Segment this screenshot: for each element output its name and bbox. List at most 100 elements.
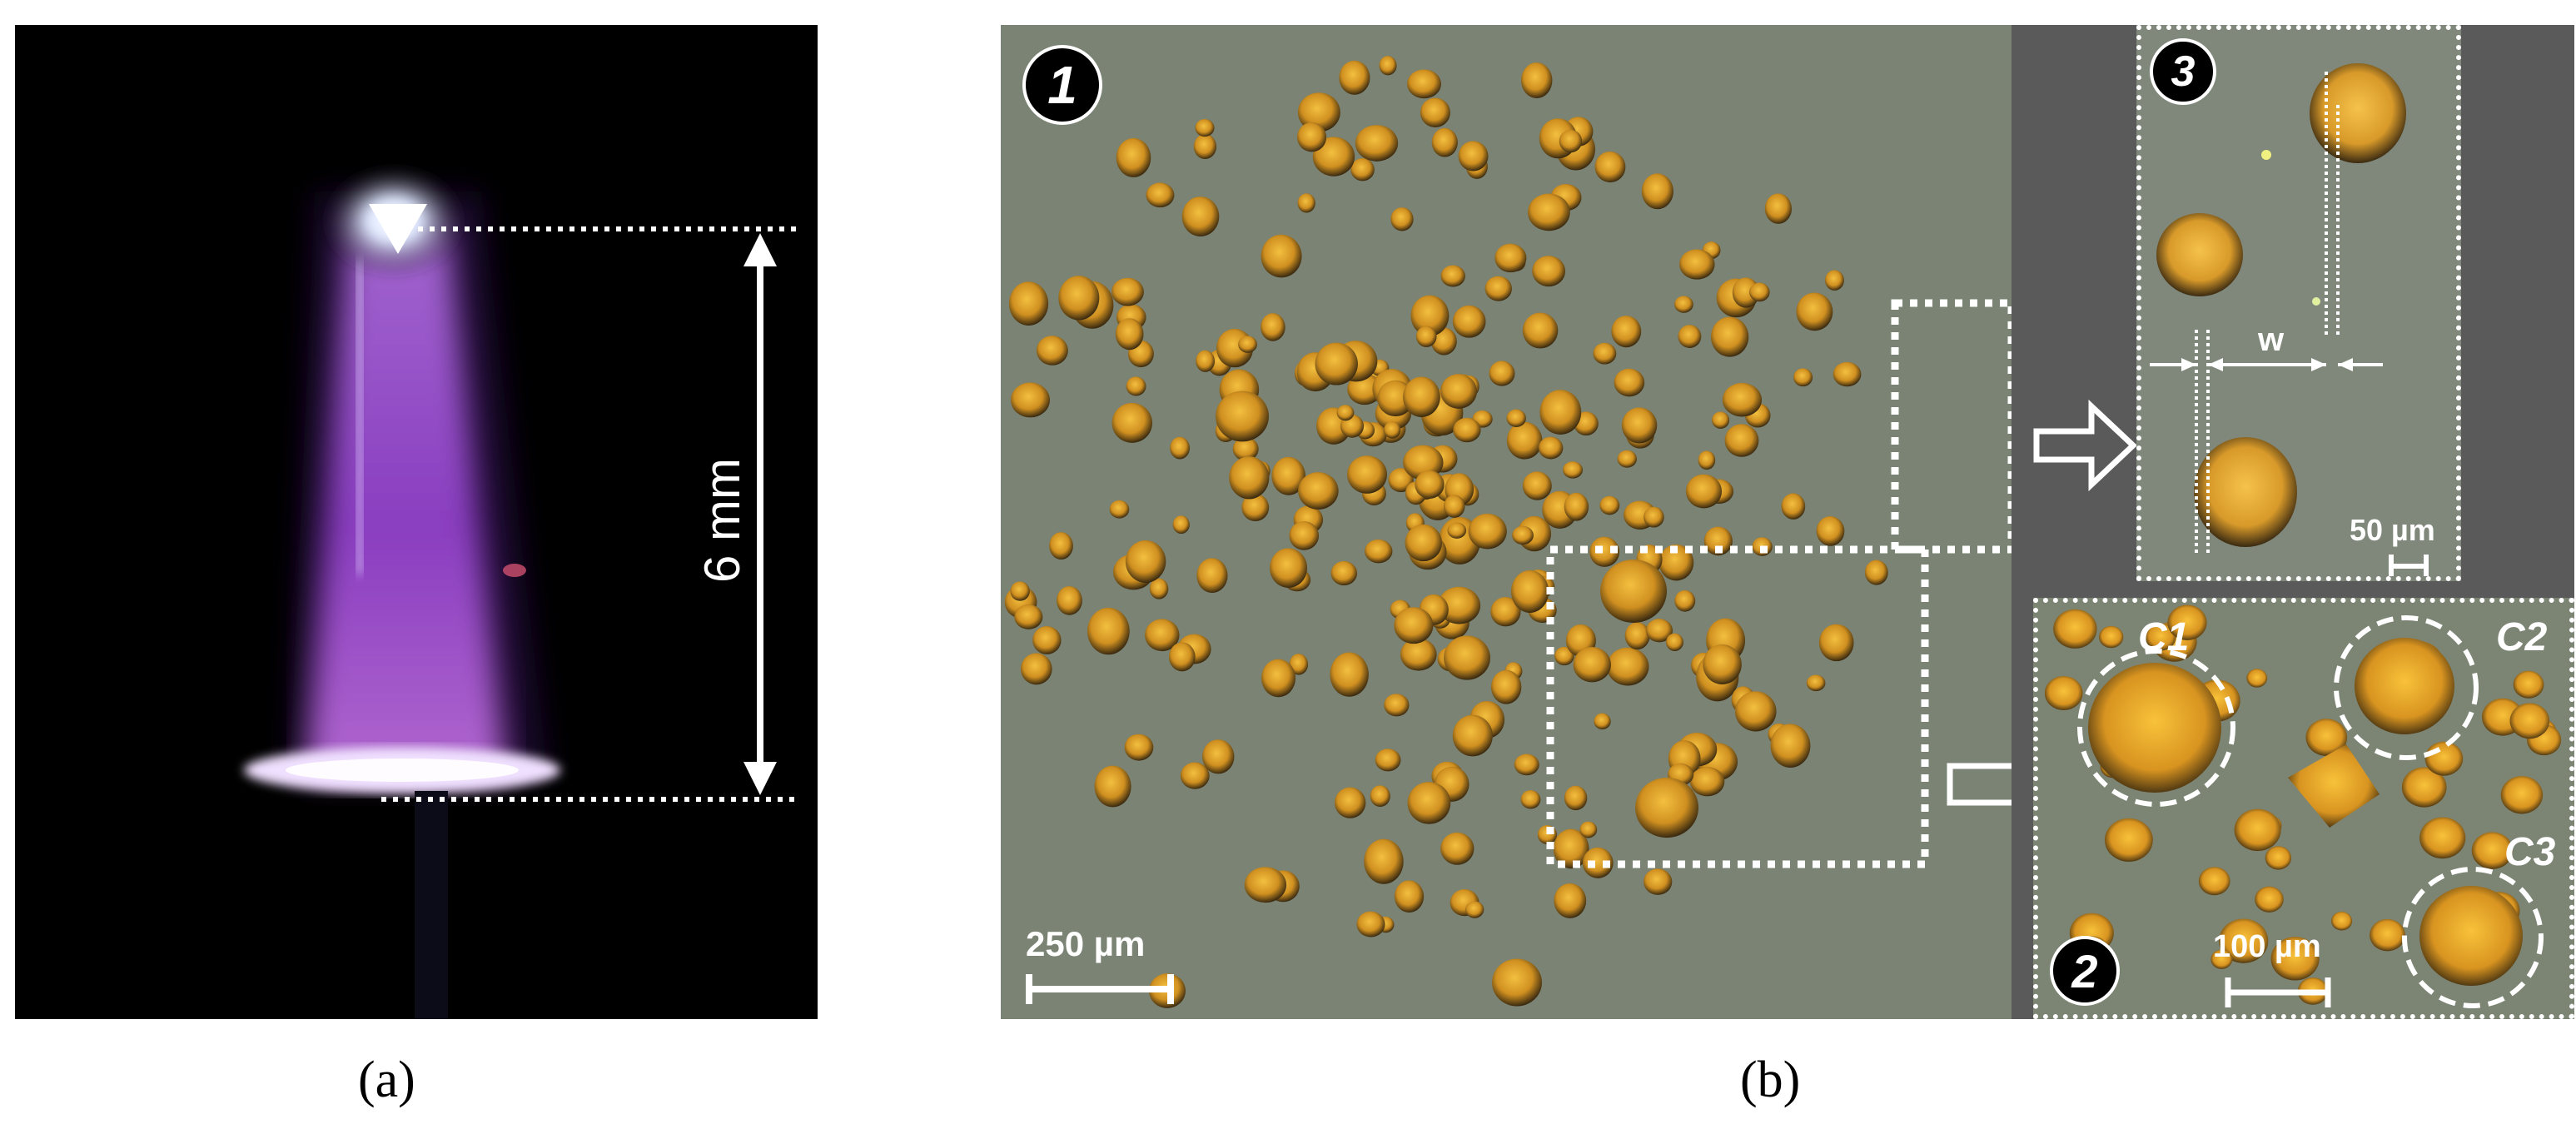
particle-spot: [1698, 450, 1716, 470]
particle-spot: [1124, 734, 1154, 761]
particle-spot: [1020, 653, 1052, 685]
particle-spot: [1430, 327, 1457, 356]
particle-spot: [1170, 436, 1191, 460]
particle-spot: [1440, 832, 1474, 865]
particle-spot: [1364, 838, 1404, 884]
caption-b-text: (b): [1740, 1052, 1801, 1108]
particle-spot: [1641, 173, 1673, 210]
particle-spot: [1407, 69, 1441, 99]
inset2-particle-spot: [2104, 818, 2153, 862]
particle-spot: [1297, 193, 1315, 213]
particle-spot: [1781, 493, 1806, 520]
particle-spot: [1490, 597, 1521, 627]
plasma-jet-photo: 6 mm: [15, 25, 818, 1019]
particle-spot: [1573, 647, 1611, 683]
particle-spot: [1520, 62, 1553, 98]
particle-spot: [1384, 421, 1401, 439]
particle-spot: [1806, 674, 1826, 692]
particle-spot: [1126, 376, 1146, 396]
particle-spot: [1149, 578, 1169, 599]
particle-spot: [1410, 295, 1450, 336]
particle-spot: [1484, 276, 1512, 301]
particle-spot: [1465, 901, 1484, 918]
badge-2: 2: [2050, 936, 2120, 1006]
particle-spot: [1109, 500, 1130, 519]
inset2-particle-spot: [2219, 918, 2269, 963]
inset-3: 3 w 50 µm: [2136, 25, 2461, 581]
particle-spot: [1825, 270, 1844, 291]
inset2-particle-spot: [2044, 675, 2083, 711]
particle-spot: [1468, 513, 1507, 550]
badge-1: 1: [1022, 45, 1102, 125]
large-particle-spot: [1347, 455, 1387, 494]
particle-spot: [1336, 405, 1355, 421]
particle-spot: [1195, 118, 1215, 137]
large-particle-spot: [1492, 958, 1542, 1007]
particle-spot: [1490, 669, 1522, 704]
particle-spot: [1193, 133, 1217, 160]
particle-spot: [1658, 544, 1694, 581]
particle-spot: [1334, 787, 1366, 818]
particle-spot: [1539, 390, 1582, 435]
circle-label-c3: C3: [2504, 830, 2556, 874]
particle-spot: [1229, 456, 1270, 500]
particle-spot: [1315, 342, 1358, 385]
particle-spot: [1296, 122, 1327, 152]
particle-spot: [1270, 548, 1308, 588]
caption-a-text: (a): [358, 1052, 415, 1108]
particle-spot: [1816, 515, 1845, 546]
inset2-scale-label: 100 µm: [2213, 929, 2321, 964]
large-particle-spot: [1216, 390, 1269, 442]
inset-2-graphic: [2038, 603, 2569, 1014]
particle-spot: [1431, 127, 1458, 157]
particle-spot: [1196, 558, 1228, 594]
particle-spot: [1145, 619, 1180, 652]
particle-spot: [1453, 417, 1481, 443]
particle-spot: [1559, 129, 1583, 153]
particle-spot: [1818, 624, 1854, 662]
particle-spot: [1674, 589, 1696, 612]
particle-spot: [1611, 316, 1642, 348]
large-particle-spot: [1600, 560, 1667, 623]
particle-spot: [1180, 762, 1210, 789]
main-micrograph-graphic: [1001, 25, 2012, 1019]
particle-spot: [1232, 437, 1259, 461]
inset2-particle-spot: [2098, 625, 2124, 649]
particle-spot: [1330, 652, 1369, 697]
plasma-jet-graphic: [15, 25, 818, 1019]
particle-spot: [1452, 714, 1493, 757]
particle-spot: [1621, 407, 1658, 444]
measurement-label: 6 mm: [694, 458, 750, 583]
particle-spot: [1579, 821, 1598, 838]
particle-spot: [1685, 474, 1723, 509]
particle-spot: [1522, 471, 1552, 500]
particle-spot: [1094, 765, 1131, 808]
particle-spot: [1494, 243, 1527, 273]
particle-spot: [1593, 342, 1617, 365]
main-micrograph: 1 250 µm: [1001, 25, 2012, 1019]
particle-spot: [1298, 472, 1339, 510]
large-particle-spot: [1444, 635, 1490, 680]
particle-spot: [1014, 604, 1043, 629]
particle-spot: [1589, 536, 1620, 567]
particle-spot: [1437, 586, 1481, 624]
particle-spot: [1312, 137, 1355, 177]
particle-spot: [1370, 785, 1390, 807]
particle-spot: [1146, 182, 1175, 208]
inset2-particle-spot: [2509, 703, 2550, 739]
inset2-particle-spot: [2471, 832, 2514, 869]
particle-spot: [1241, 494, 1270, 522]
particle-spot: [1394, 880, 1425, 913]
particle-spot: [1261, 659, 1296, 698]
inset2-particle-spot: [2145, 623, 2176, 651]
badge-3: 3: [2150, 38, 2216, 105]
particle-spot: [1115, 318, 1144, 351]
inset2-particle-spot: [2424, 741, 2464, 776]
particle-spot: [1674, 296, 1693, 313]
particle-spot: [1617, 450, 1637, 468]
particle-spot: [1057, 585, 1082, 615]
inset2-particle-spot: [2210, 949, 2233, 969]
particle-spot: [1400, 638, 1437, 671]
particle-spot: [1594, 713, 1611, 730]
particle-spot: [1394, 607, 1434, 644]
